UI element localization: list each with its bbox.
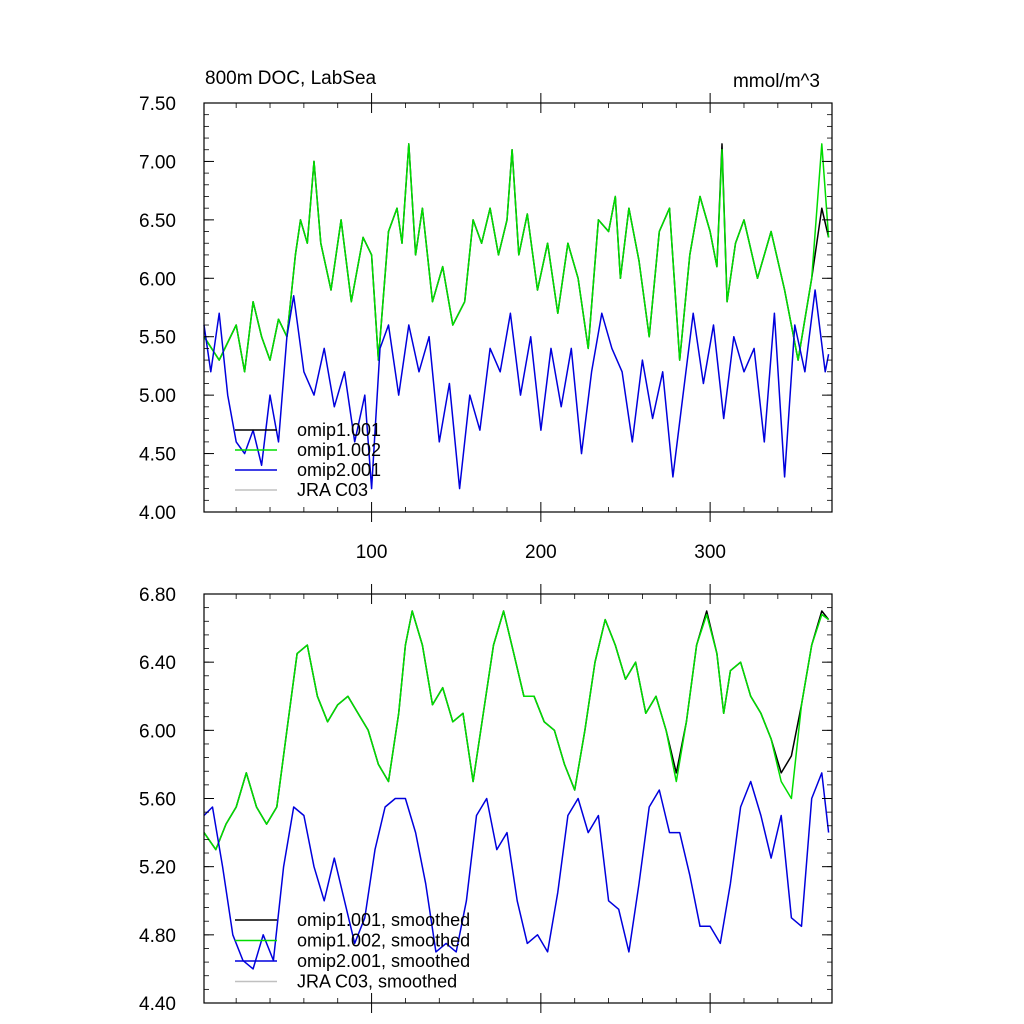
x-tick-label: 200 (525, 542, 557, 563)
bottom-panel: 4.40 4.80 5.20 5.60 6.00 6.40 6.80 omip1.001, … (139, 584, 833, 1015)
plot-frame (203, 102, 833, 513)
series-line-omip2-001-smoothed (203, 772, 830, 970)
bottom-axes: 4.40 4.80 5.20 5.60 6.00 6.40 6.80 (139, 584, 833, 1015)
legend-label: omip2.001, smoothed (297, 951, 470, 971)
top-axes: 4.00 4.50 5.00 5.50 6.00 6.50 7.00 7.50 100 200 30… (139, 93, 833, 563)
y-tick-label: 4.40 (139, 994, 176, 1015)
legend-label: omip1.002 (297, 440, 381, 460)
y-tick-label: 6.80 (139, 585, 176, 606)
top-panel: 800m DOC, LabSea mmol/m^3 4.00 4.50 5.00 5.… (139, 68, 833, 563)
legend-label: omip1.001 (297, 420, 381, 440)
y-tick-label: 5.20 (139, 858, 176, 879)
legend-label: omip1.001, smoothed (297, 910, 470, 930)
y-tick-label: 4.80 (139, 926, 176, 947)
units-label: mmol/m^3 (733, 71, 820, 92)
y-tick-label: 6.00 (139, 269, 176, 290)
x-tick-label: 300 (694, 542, 726, 563)
y-tick-label: 5.60 (139, 790, 176, 811)
y-tick-label: 6.50 (139, 211, 176, 232)
x-tick-label: 100 (356, 542, 388, 563)
y-tick-label: 5.00 (139, 386, 176, 407)
legend-label: omip2.001 (297, 460, 381, 480)
series-line-omip1-001-smoothed (203, 610, 830, 851)
series-line-omip1-001 (203, 143, 830, 373)
series-line-omip2-001 (203, 289, 830, 490)
top-series-layer (203, 143, 830, 490)
y-tick-label: 4.00 (139, 503, 176, 524)
y-tick-label: 7.00 (139, 152, 176, 173)
y-tick-label: 6.40 (139, 653, 176, 674)
series-line-omip1-002-smoothed (203, 610, 830, 851)
chart-title: 800m DOC, LabSea (205, 68, 377, 89)
legend-label: JRA C03, smoothed (297, 972, 457, 992)
legend-label: JRA C03 (297, 480, 368, 500)
bottom-series-layer (203, 610, 830, 970)
y-tick-label: 6.00 (139, 721, 176, 742)
y-tick-label: 7.50 (139, 94, 176, 115)
series-line-omip1-002 (203, 143, 830, 373)
legend-label: omip1.002, smoothed (297, 931, 470, 951)
y-tick-label: 5.50 (139, 328, 176, 349)
y-tick-label: 4.50 (139, 445, 176, 466)
